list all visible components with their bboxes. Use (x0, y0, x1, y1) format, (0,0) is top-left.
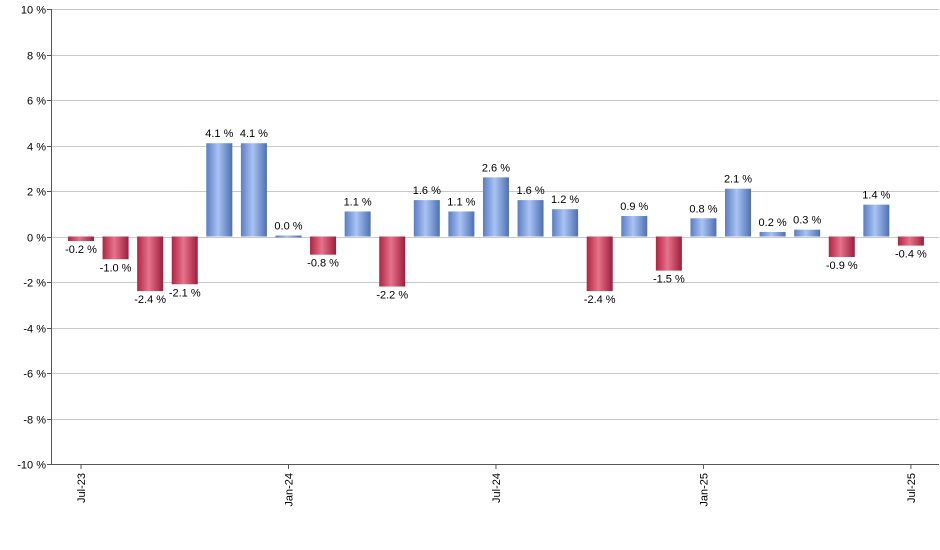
y-tick-label: -8 % (23, 415, 46, 427)
data-label: 0.8 % (689, 203, 717, 215)
data-labels: -0.2 %-1.0 %-2.4 %-2.1 %4.1 % 4.1 %0.0 %-… (65, 128, 927, 306)
data-label: 0.3 % (793, 215, 821, 227)
y-tick-label: 6 % (27, 96, 46, 108)
bar (552, 209, 579, 237)
bar (655, 236, 682, 271)
bar (517, 200, 544, 237)
data-label: 0.9 % (620, 201, 648, 213)
bar (275, 235, 302, 238)
bar (171, 236, 198, 285)
x-tick-label: Jul-23 (76, 473, 88, 503)
bar (102, 236, 129, 260)
bar (240, 143, 267, 237)
data-label: 2.1 % (724, 174, 752, 186)
bar (759, 231, 786, 237)
y-tick-label: -2 % (23, 278, 46, 290)
data-label: -2.4 % (584, 294, 616, 306)
data-label: 1.4 % (862, 190, 890, 202)
y-tick-label: -10 % (17, 460, 46, 472)
y-tick-label: 10 % (21, 5, 46, 17)
bar (586, 236, 613, 292)
y-axis-tick-labels: 10 % 8 % 6 % 4 % 2 % 0 % -2 % -4 % -6 % -8 % -10 % (17, 5, 46, 472)
bars (68, 143, 924, 292)
bar (794, 229, 821, 237)
bar (482, 177, 509, 237)
data-label: -2.2 % (376, 290, 408, 302)
data-label: -0.2 % (65, 244, 97, 256)
bar (621, 216, 648, 237)
data-label: 1.2 % (551, 194, 579, 206)
y-tick-label: -4 % (23, 324, 46, 336)
data-label: -1.5 % (653, 274, 685, 286)
bar (690, 218, 717, 237)
y-tick-label: 2 % (27, 187, 46, 199)
data-label: -1.0 % (100, 262, 132, 274)
y-tick-label: 4 % (27, 142, 46, 154)
bar (897, 236, 924, 246)
x-tick-label: Jul-25 (906, 473, 918, 503)
bar (137, 236, 164, 292)
bar (206, 143, 233, 237)
axes (51, 9, 939, 469)
data-label: 1.6 % (413, 185, 441, 197)
x-axis-tick-labels: Jul-23 Jan-24 Jul-24 Jan-25 Jul-25 (76, 473, 918, 507)
bar (448, 211, 475, 237)
data-label: 1.6 % (516, 185, 544, 197)
data-label: 0.2 % (759, 217, 787, 229)
bar (379, 236, 406, 287)
bar (413, 200, 440, 237)
data-label: -0.4 % (895, 249, 927, 261)
bar (725, 188, 752, 237)
y-tick-label: 8 % (27, 51, 46, 63)
data-label: -0.9 % (826, 260, 858, 272)
x-tick-label: Jan-25 (698, 473, 710, 507)
bar (828, 236, 855, 257)
bar (68, 236, 94, 242)
data-label: 1.1 % (344, 196, 372, 208)
data-label: -2.1 % (169, 287, 201, 299)
y-tick-label: -6 % (23, 369, 46, 381)
y-tick-label: 0 % (27, 233, 46, 245)
data-label: 2.6 % (482, 162, 510, 174)
data-label: 0.0 % (274, 221, 302, 233)
data-label: 4.1 % (240, 128, 268, 140)
x-tick-label: Jan-24 (283, 473, 295, 507)
data-label: -2.4 % (134, 294, 166, 306)
bar (344, 211, 371, 237)
x-tick-label: Jul-24 (491, 473, 503, 503)
data-label: 1.1 % (447, 196, 475, 208)
bar (863, 204, 890, 237)
bar (310, 236, 337, 255)
data-label: -0.8 % (307, 258, 339, 270)
data-label: 4.1 % (205, 128, 233, 140)
